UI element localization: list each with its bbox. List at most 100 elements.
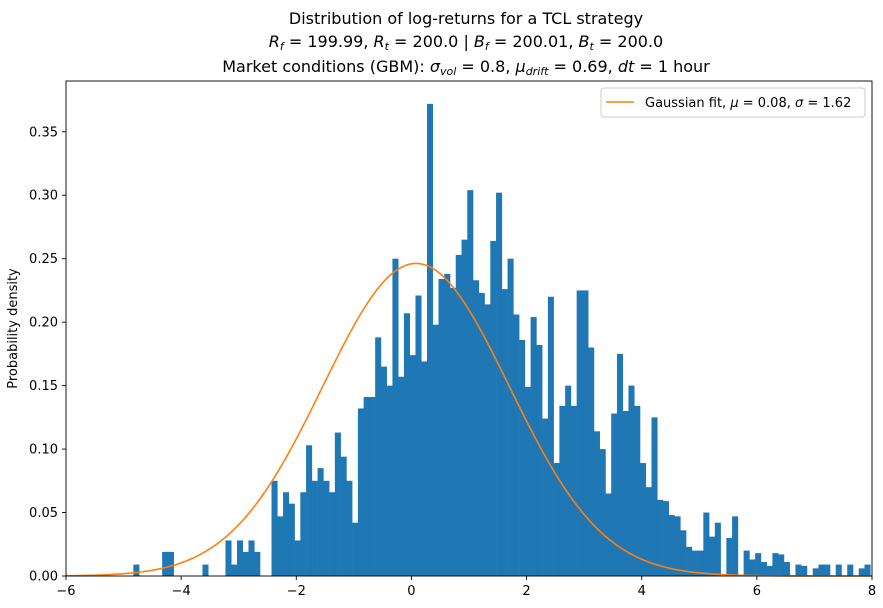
histogram-bar <box>697 550 704 576</box>
x-tick-label: −4 <box>172 584 191 599</box>
histogram-bar <box>542 418 549 576</box>
title-line-3: Market conditions (GBM): σvol = 0.8, μdr… <box>222 57 710 78</box>
histogram-bar <box>277 516 284 576</box>
histogram-bar <box>709 536 716 576</box>
title-line-1: Distribution of log-returns for a TCL st… <box>289 9 643 28</box>
y-tick-label: 0.30 <box>29 189 58 204</box>
y-axis: 0.00 0.05 0.10 0.15 0.20 0.25 0.30 0.35 <box>29 125 66 585</box>
histogram-bar <box>858 568 865 576</box>
histogram-bar <box>605 493 612 576</box>
gaussian-fit-line <box>65 262 872 577</box>
histogram-bar <box>622 411 629 576</box>
histogram-bar <box>271 480 278 576</box>
histogram-bar <box>329 492 336 576</box>
y-tick-label: 0.00 <box>29 570 58 585</box>
histogram-bar <box>346 480 353 576</box>
histogram-bar <box>801 565 808 576</box>
histogram-bar <box>167 551 174 576</box>
histogram-bar <box>634 405 641 576</box>
y-tick-label: 0.15 <box>29 379 58 394</box>
x-tick-label: 8 <box>868 584 876 599</box>
histogram-bar <box>726 537 733 576</box>
chart-title: Distribution of log-returns for a TCL st… <box>222 9 710 78</box>
x-tick-label: −6 <box>56 584 75 599</box>
histogram-bar <box>490 240 497 577</box>
histogram-bar <box>496 192 503 576</box>
histogram-bar <box>593 431 600 576</box>
histogram-bar <box>582 290 589 576</box>
histogram-bar <box>444 273 451 576</box>
histogram-bar <box>288 503 295 576</box>
histogram-bar <box>380 366 387 576</box>
histogram-bar <box>743 550 750 576</box>
histogram-bar <box>824 564 831 576</box>
histogram-bar <box>478 292 485 576</box>
histogram-bar <box>530 317 537 576</box>
histogram-bar <box>749 559 756 576</box>
histogram-bar <box>501 289 508 576</box>
plot-frame <box>65 80 873 577</box>
histogram-bar <box>576 290 583 576</box>
histogram-bar <box>639 463 647 576</box>
histogram-bar <box>242 551 249 576</box>
histogram-bar <box>847 564 854 576</box>
histogram-bar <box>611 413 618 576</box>
histogram-bar <box>311 480 318 576</box>
histogram-bar <box>795 564 802 576</box>
y-tick-label: 0.10 <box>29 443 58 458</box>
histogram-bar <box>536 345 543 576</box>
histogram-bar <box>507 258 514 576</box>
histogram-bar <box>686 546 693 576</box>
histogram-bar <box>421 361 428 576</box>
histogram-bar <box>450 287 457 576</box>
y-tick-label: 0.35 <box>29 125 58 140</box>
x-tick-label: 6 <box>753 584 761 599</box>
histogram-bar <box>559 405 566 576</box>
histogram-bars <box>133 103 871 577</box>
histogram-bar <box>432 324 439 576</box>
histogram-bar <box>714 522 721 576</box>
histogram-bar <box>403 313 410 576</box>
histogram-bar <box>162 551 169 576</box>
x-tick-label: 4 <box>638 584 646 599</box>
x-tick-label: −2 <box>287 584 306 599</box>
histogram-bar <box>352 522 359 576</box>
histogram-bar <box>766 565 773 576</box>
histogram-bar <box>513 314 520 576</box>
histogram-bar <box>628 385 635 576</box>
histogram-bar <box>812 568 819 576</box>
histogram-bar <box>570 405 577 576</box>
histogram-bar <box>334 432 341 576</box>
histogram-bar <box>755 553 762 576</box>
histogram-bar <box>553 463 560 576</box>
histogram-bar <box>651 417 658 576</box>
histogram-bar <box>415 295 422 576</box>
histogram-bar <box>818 564 825 576</box>
histogram-bar <box>864 564 871 576</box>
histogram-bar <box>231 564 238 576</box>
histogram-bar <box>467 190 474 576</box>
histogram-bar <box>398 376 405 576</box>
histogram-bar <box>236 540 244 576</box>
histogram-bar <box>524 386 531 576</box>
histogram-bar <box>248 540 255 576</box>
histogram-bar <box>369 397 376 576</box>
histogram-bar <box>283 492 290 576</box>
histogram-bar <box>484 304 491 576</box>
title-line-2: Rf = 199.99, Rt = 200.0 | Bf = 200.01, B… <box>269 32 663 53</box>
histogram-bar <box>703 512 710 576</box>
histogram-bar <box>409 355 416 576</box>
histogram-bar <box>306 445 313 576</box>
legend: Gaussian fit, μ = 0.08, σ = 1.62 <box>600 87 866 118</box>
y-axis-label: Probability density <box>6 268 21 389</box>
histogram-bar <box>783 562 790 576</box>
histogram-bar <box>357 408 364 576</box>
legend-box <box>600 87 866 118</box>
histogram-bar <box>225 540 232 576</box>
histogram-bar <box>133 564 140 576</box>
histogram-bar <box>732 516 739 576</box>
histogram-bar <box>835 564 842 576</box>
histogram-bar <box>455 254 462 576</box>
histogram-bar <box>323 480 330 576</box>
